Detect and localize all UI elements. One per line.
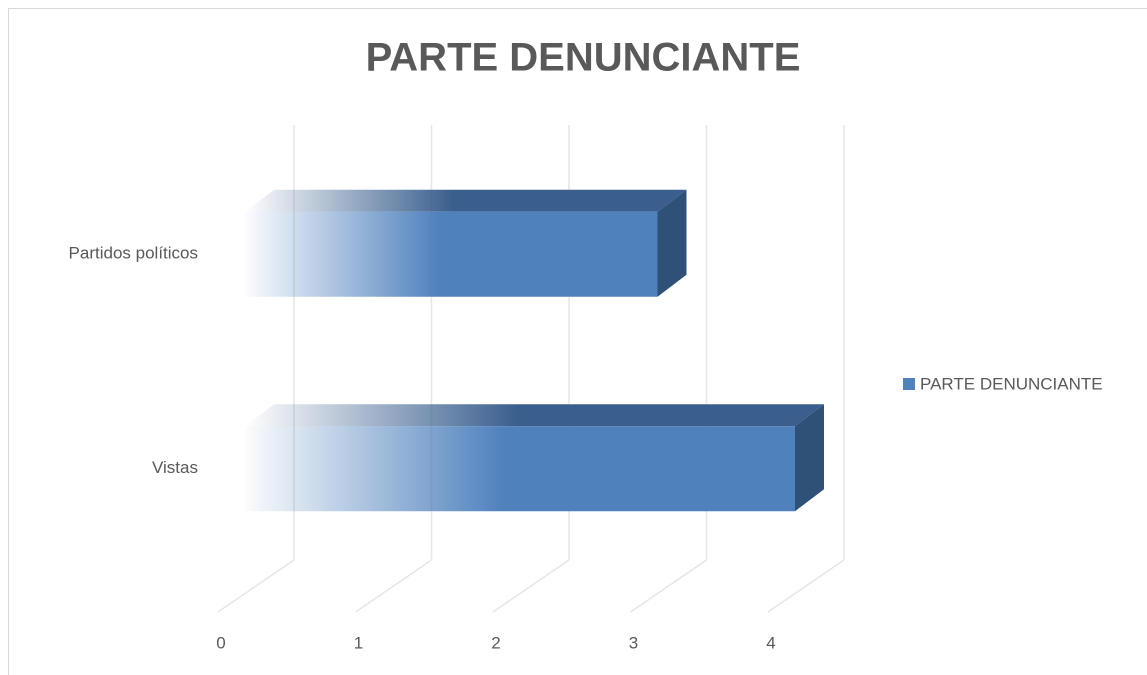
x-tick-label: 3 <box>629 633 638 652</box>
x-tick-label: 2 <box>491 633 500 652</box>
x-tick-label: 4 <box>766 633 775 652</box>
x-tick-label: 0 <box>216 633 225 652</box>
bar <box>245 211 658 297</box>
floor-grid-line <box>767 559 845 613</box>
legend-swatch <box>903 378 915 390</box>
legend-label: PARTE DENUNCIANTE <box>920 374 1103 393</box>
floor-grid-line <box>630 559 707 613</box>
bar-top <box>245 404 824 427</box>
bar-side <box>795 404 824 512</box>
bar-top <box>245 189 687 212</box>
floor-grid-line <box>217 559 295 613</box>
x-tick-label: 1 <box>354 633 363 652</box>
bar <box>245 426 795 512</box>
floor-grid-line <box>355 559 432 613</box>
y-tick-label: Partidos políticos <box>69 244 198 263</box>
floor-grid-line <box>492 559 570 613</box>
y-tick-label: Vistas <box>152 458 198 477</box>
chart-border <box>8 8 1147 675</box>
bar-side <box>657 189 687 297</box>
chart-title: PARTE DENUNCIANTE <box>366 36 801 80</box>
